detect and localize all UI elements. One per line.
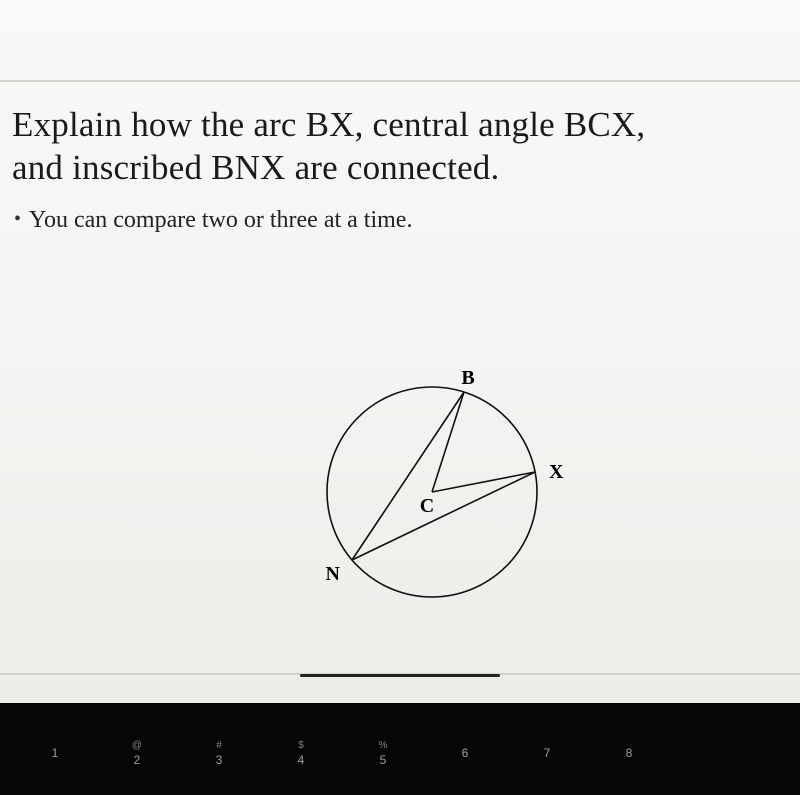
title-line-2: and inscribed BNX are connected. <box>12 148 499 187</box>
bullet-row: • You can compare two or three at a time… <box>14 205 788 236</box>
point-label-X: X <box>549 461 564 483</box>
keyboard-row: 1 @2 #3 $4 %5 6 7 8 <box>0 723 800 783</box>
segment-N-B <box>352 392 464 560</box>
segment-C-B <box>432 392 464 492</box>
circle-diagram: B X N C <box>272 342 592 622</box>
keycap: #3 <box>204 740 234 767</box>
point-label-N: N <box>326 563 341 585</box>
keycap: @2 <box>122 740 152 767</box>
diagram-svg: B X N C <box>272 342 592 622</box>
home-indicator <box>300 674 500 677</box>
segment-N-X <box>352 472 535 560</box>
photo-frame: Explain how the arc BX, central angle BC… <box>0 0 800 795</box>
slide-title: Explain how the arc BX, central angle BC… <box>12 104 788 189</box>
keycap: 1 <box>40 746 70 760</box>
point-label-B: B <box>461 367 474 389</box>
keycap: $4 <box>286 740 316 767</box>
keycap: 6 <box>450 746 480 760</box>
segment-C-X <box>432 472 535 492</box>
title-line-1: Explain how the arc BX, central angle BC… <box>12 105 645 144</box>
device-bottom-bar: 1 @2 #3 $4 %5 6 7 8 <box>0 703 800 795</box>
bullet-text: You can compare two or three at a time. <box>29 205 412 236</box>
keycap: 7 <box>532 746 562 760</box>
keycap: %5 <box>368 740 398 767</box>
bullet-dot-icon: • <box>14 205 21 233</box>
slide-area: Explain how the arc BX, central angle BC… <box>0 80 800 675</box>
keycap: 8 <box>614 746 644 760</box>
point-label-C: C <box>420 495 434 517</box>
